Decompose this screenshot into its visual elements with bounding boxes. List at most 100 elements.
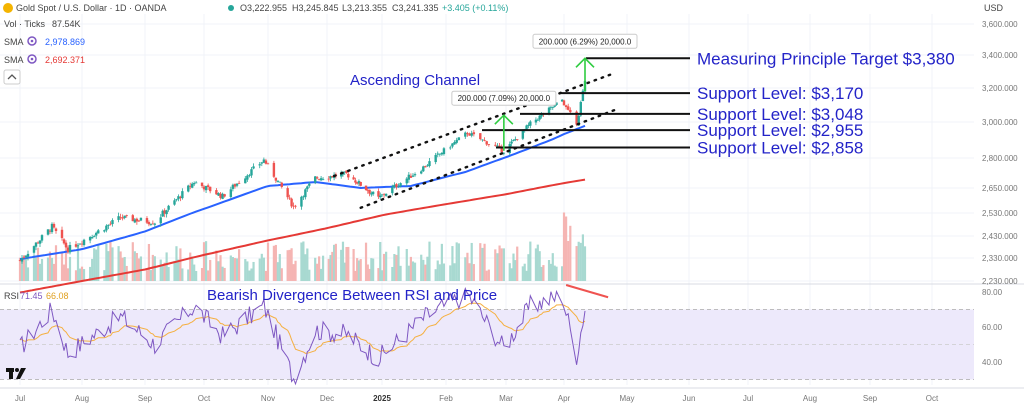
candle-body	[292, 205, 295, 207]
rsi-legend-label[interactable]: RSI	[4, 291, 19, 301]
volume-bar	[540, 266, 543, 281]
candle-body	[278, 181, 281, 183]
time-tick-label: Oct	[926, 394, 939, 403]
volume-legend-label[interactable]: Vol · Ticks	[4, 19, 46, 29]
candle-body	[409, 175, 413, 178]
channel-lines	[332, 71, 616, 209]
candle-body	[82, 239, 86, 246]
symbol-title[interactable]: Gold Spot / U.S. Dollar · 1D · OANDA	[16, 3, 167, 13]
candle-body	[60, 229, 64, 239]
candle-body	[219, 193, 222, 198]
support-level-label: Support Level: $2,858	[697, 139, 863, 158]
candle-body	[133, 219, 137, 223]
candle-body	[36, 242, 40, 244]
volume-bar	[434, 269, 437, 281]
candle-body	[48, 230, 52, 232]
candle-body	[321, 178, 325, 180]
candle-body	[206, 185, 210, 188]
candle-body	[52, 224, 56, 228]
volume-bar	[258, 258, 261, 281]
candle-body	[502, 152, 506, 154]
candle-body	[449, 147, 452, 149]
candle-body	[244, 178, 247, 184]
volume-bar	[288, 249, 291, 281]
candle-body	[153, 223, 157, 225]
volume-bar	[409, 256, 413, 281]
ohlc-change: +3.405 (+0.11%)	[442, 3, 508, 13]
volume-bar	[306, 248, 309, 281]
volume-bar	[290, 248, 293, 281]
volume-bar	[161, 264, 164, 281]
volume-bar	[308, 269, 311, 281]
ohlc-high: H3,245.845	[292, 3, 339, 13]
volume-bar	[555, 266, 558, 281]
volume-bar	[231, 257, 235, 281]
candle-body	[252, 166, 255, 169]
market-open-dot	[228, 5, 234, 11]
volume-bar	[217, 261, 220, 281]
candle-body	[525, 125, 528, 130]
volume-bar	[18, 257, 22, 281]
candle-body	[487, 144, 491, 145]
volume-bar	[547, 260, 551, 281]
candle-body	[46, 229, 50, 235]
candle-body	[500, 147, 503, 153]
time-axis: Jul Aug Sep Oct Nov Dec 2025 Feb Mar Apr May Jun Jul…	[15, 394, 939, 403]
ohlc-low: L3,213.355	[342, 3, 387, 13]
gear-icon[interactable]	[27, 36, 37, 46]
sma1-legend-value: 2,978.869	[45, 37, 85, 47]
candle-body	[581, 90, 585, 102]
candle-body	[516, 139, 519, 141]
candle-body	[368, 189, 371, 194]
price-tick-label: 2,530.000	[982, 209, 1018, 218]
measure-label: 200.000 (7.09%) 20,000.0	[458, 94, 551, 103]
candle-body	[355, 182, 359, 184]
volume-bar	[332, 244, 336, 281]
candle-body	[359, 181, 362, 186]
candle-body	[175, 199, 178, 201]
candle-body	[97, 230, 100, 234]
sma1-legend-label[interactable]: SMA	[4, 37, 24, 47]
volume-bar	[420, 254, 423, 281]
candle-body	[177, 196, 180, 200]
candle-body	[103, 230, 106, 232]
price-tick-label: 3,000.000	[982, 118, 1018, 127]
candle-body	[345, 170, 348, 174]
volume-bar	[424, 264, 427, 281]
volume-bar	[276, 262, 279, 281]
candle-body	[352, 177, 355, 180]
volume-bar	[455, 242, 458, 281]
volume-bar	[223, 267, 226, 281]
candle-body	[24, 255, 28, 257]
candle-body	[95, 232, 98, 236]
sma2-legend-label[interactable]: SMA	[4, 55, 24, 65]
candle-body	[317, 179, 321, 181]
candle-body	[514, 139, 517, 140]
volume-bar	[399, 265, 402, 281]
candle-body	[121, 217, 124, 219]
volume-bar	[278, 254, 281, 281]
volume-bar	[62, 264, 66, 281]
candle-body	[117, 216, 120, 220]
volume-bar	[397, 246, 400, 281]
sma-50-path	[19, 124, 586, 261]
volume-bar	[422, 259, 425, 281]
volume-bar	[82, 269, 86, 281]
candle-body	[50, 223, 54, 233]
candle-body	[237, 182, 241, 184]
gear-icon[interactable]	[27, 54, 37, 64]
candle-body	[246, 175, 249, 180]
volume-bar	[428, 241, 431, 281]
time-tick-label: Aug	[75, 394, 89, 403]
price-axis: 3,600.000 3,400.000 3,200.000 3,000.000 2,80…	[982, 20, 1018, 367]
candle-body	[304, 189, 307, 198]
chevron-up-icon[interactable]	[3, 69, 21, 85]
candle-body	[366, 190, 370, 192]
gold-symbol-icon	[3, 3, 13, 13]
candle-body	[442, 148, 446, 155]
volume-bar	[514, 260, 517, 281]
candle-body	[145, 218, 149, 223]
currency-label[interactable]: USD	[984, 3, 1004, 13]
candle-body	[538, 115, 541, 120]
time-tick-label: Jun	[683, 394, 696, 403]
